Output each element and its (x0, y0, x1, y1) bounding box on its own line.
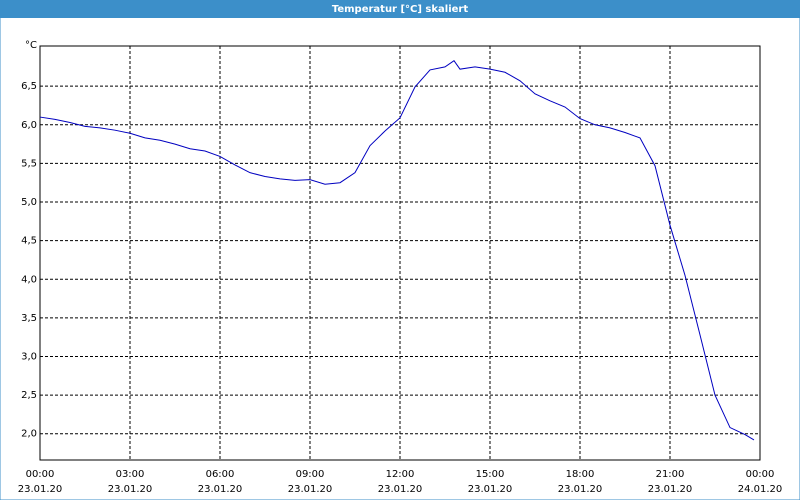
x-tick-label: 23.01.20 (468, 484, 513, 495)
y-tick-label: 6,5 (21, 81, 37, 92)
x-tick-label: 06:00 (206, 469, 235, 480)
x-tick-label: 18:00 (566, 469, 595, 480)
y-tick-label: 5,5 (21, 158, 37, 169)
x-tick-label: 00:00 (746, 469, 775, 480)
y-tick-label: 4,5 (21, 236, 37, 247)
x-tick-label: 23.01.20 (288, 484, 333, 495)
x-tick-label: 23.01.20 (108, 484, 153, 495)
x-tick-label: 23.01.20 (18, 484, 63, 495)
chart-title: Temperatur [°C] skaliert (332, 4, 469, 15)
y-tick-label: 4,0 (21, 274, 37, 285)
y-tick-label: 6,0 (21, 120, 37, 131)
data-line (39, 59, 755, 441)
x-tick-label: 23.01.20 (558, 484, 603, 495)
y-tick-label: 3,0 (21, 352, 37, 363)
x-tick-label: 09:00 (296, 469, 325, 480)
y-tick-label: 5,0 (21, 197, 37, 208)
title-bar (0, 0, 800, 18)
x-tick-label: 21:00 (656, 469, 685, 480)
y-tick-label: 2,0 (21, 429, 37, 440)
y-tick-label: 2,5 (21, 390, 37, 401)
x-tick-label: 23.01.20 (198, 484, 243, 495)
y-tick-label: 3,5 (21, 313, 37, 324)
x-tick-label: 15:00 (476, 469, 505, 480)
x-tick-label: 23.01.20 (648, 484, 693, 495)
x-tick-label: 03:00 (116, 469, 145, 480)
x-tick-label: 24.01.20 (738, 484, 783, 495)
plot-frame (39, 45, 761, 461)
x-tick-label: 00:00 (26, 469, 55, 480)
y-unit: °C (25, 40, 37, 51)
x-tick-label: 12:00 (386, 469, 415, 480)
x-tick-label: 23.01.20 (378, 484, 423, 495)
